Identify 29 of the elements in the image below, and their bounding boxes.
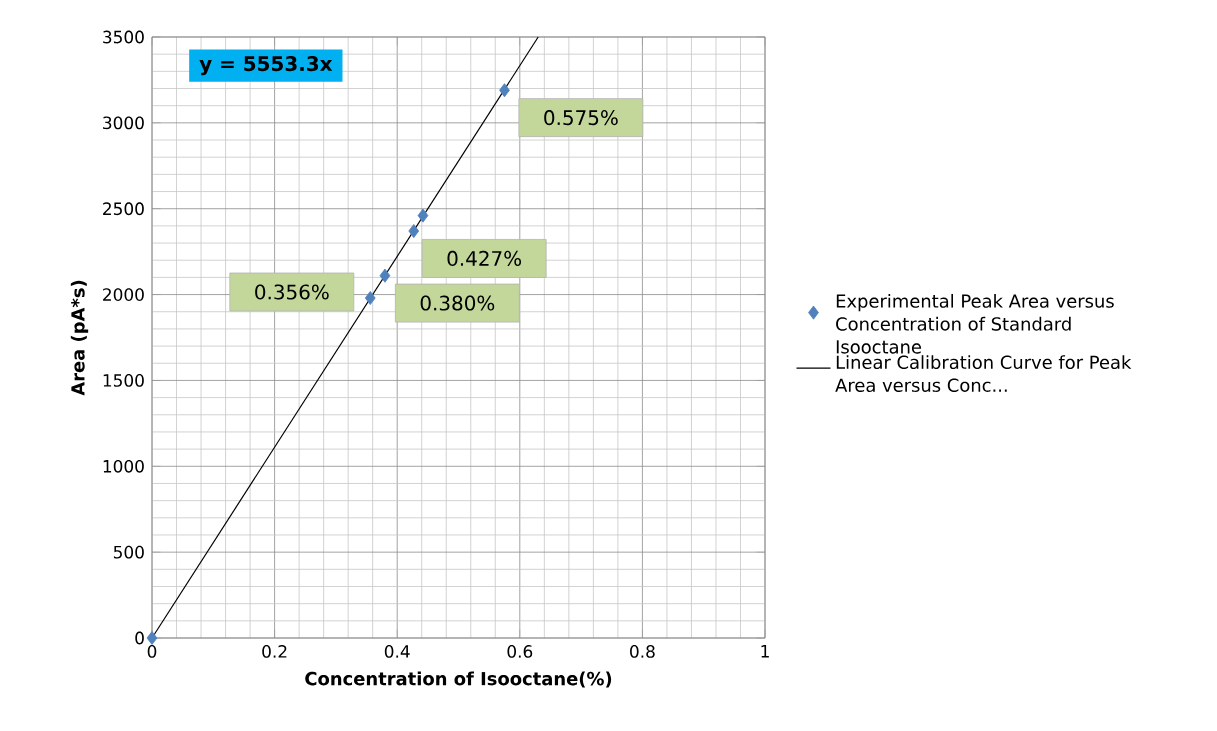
x-tick-label: 0 [147, 645, 157, 658]
point [408, 224, 420, 239]
x-tick-label: 0.6 [507, 645, 533, 658]
point [364, 291, 376, 305]
y-tick-label: 3000 [103, 116, 144, 130]
x-axis-title: Concentration of Isooctane(%) [305, 671, 612, 688]
point [379, 268, 391, 283]
y-tick-label: 500 [113, 545, 144, 559]
y-tick-label: 1000 [103, 459, 144, 473]
x-tick-label: 1 [761, 645, 769, 658]
x-tick-label: 0.8 [630, 645, 655, 658]
legend-label: Linear Calibration Curve for Peak Area versus Conc... [835, 355, 1132, 392]
annotation: 0.356% [255, 284, 329, 300]
point [499, 83, 510, 98]
y-tick-label: 3500 [103, 30, 144, 44]
legend-label: Experimental Peak Area versus Concentration of Standard Isooctane [836, 293, 1114, 354]
point [146, 631, 158, 645]
annotation: y = 5553.3x [199, 56, 333, 76]
y-axis-title: Area (pA*s) [70, 280, 89, 396]
y-tick-label: 1500 [103, 374, 144, 387]
y-tick-label: 2500 [103, 202, 144, 216]
annotation: 0.380% [420, 295, 495, 311]
y-tick-label: 2000 [103, 288, 144, 301]
annotation: 0.575% [544, 110, 618, 126]
x-tick-label: 0.4 [384, 645, 410, 658]
x-tick-label: 0.2 [262, 645, 287, 658]
y-tick-label: 0 [135, 631, 144, 645]
annotation: 0.427% [447, 250, 522, 266]
point [417, 208, 429, 223]
